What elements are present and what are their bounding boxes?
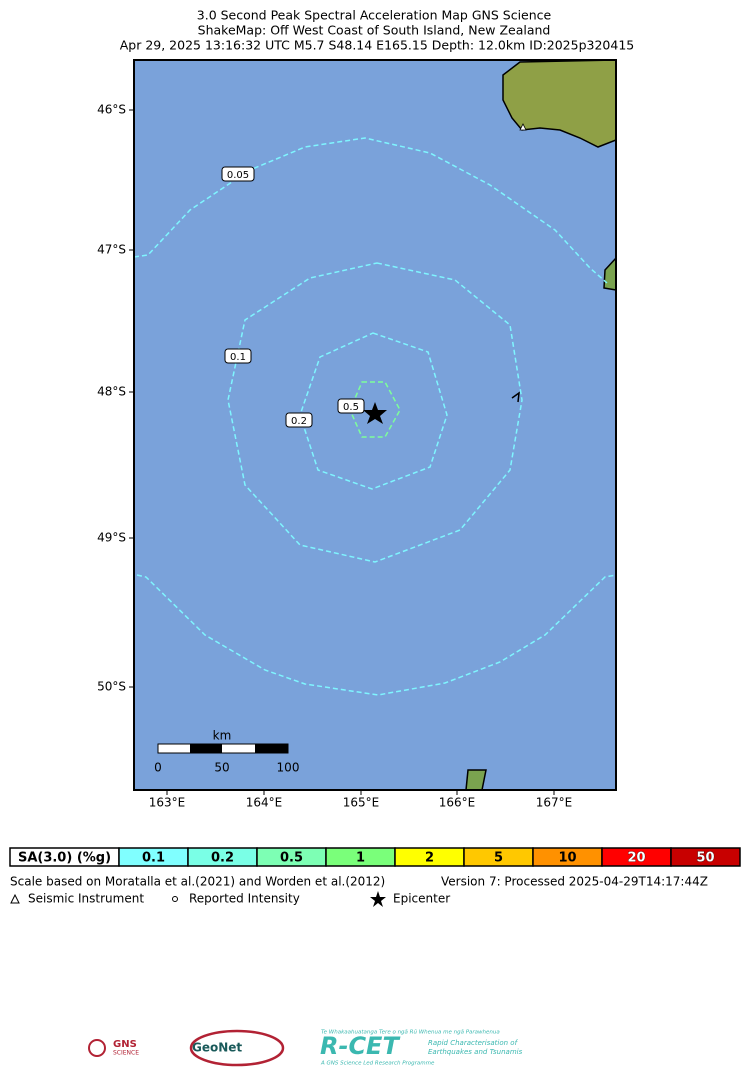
contour [227,262,523,563]
epicenter [363,402,387,424]
legend-label: 20 [627,851,645,866]
islet [511,391,520,403]
legend-label: 1 [356,851,365,866]
land [465,769,487,791]
logo-text: Rapid Characterisation of [428,1039,519,1047]
legend-title: SA(3.0) (%g) [18,851,111,866]
logo-mark [189,1029,285,1067]
frame [133,59,617,791]
legend-label: 5 [494,851,503,866]
legend-label: 0.2 [211,851,234,866]
contour-label: 0.2 [291,416,307,427]
contour-label-box [221,166,255,182]
lon-label: 163°E [149,796,186,810]
contour [133,137,608,284]
contour-label-box [285,412,313,428]
logo-text: Earthquakes and Tsunamis [428,1048,523,1056]
key-symbol [172,896,178,902]
lat-label: 47°S [97,243,126,257]
logo-text: GeoNet [192,1041,242,1055]
title-line: Apr 29, 2025 13:16:32 UTC M5.7 S48.14 E1… [120,38,635,53]
logo-text: SCIENCE [113,1050,139,1057]
contour-label: 0.5 [343,402,359,413]
ocean [134,60,616,790]
legend-label: 10 [558,851,576,866]
lat-label: 49°S [97,531,126,545]
legend-label: 2 [425,851,434,866]
legend-label: 0.1 [142,851,165,866]
logo-text: GNS [113,1039,137,1050]
key-label: Epicenter [393,892,450,906]
scale-unit: km [213,729,232,743]
key-label: Reported Intensity [189,892,300,906]
contour-label-box [337,398,365,414]
title-line: ShakeMap: Off West Coast of South Island… [198,23,551,38]
lon-label: 166°E [439,796,476,810]
logo-text: A GNS Science Led Research Programme [320,1061,435,1067]
logos: GNS SCIENCE GeoNet Te Whakaahuatanga Ter… [88,1029,523,1067]
contour [299,332,448,490]
instrument [519,123,527,131]
contour-label-box [224,348,252,364]
scale-bar [255,744,288,753]
map: 0.05 0.1 0.2 0.5 km 0 50 100 [133,59,617,791]
contour [136,574,617,696]
lon-label: 164°E [246,796,283,810]
title-line: 3.0 Second Peak Spectral Acceleration Ma… [197,8,552,23]
lon-label: 165°E [343,796,380,810]
lat-label: 46°S [97,103,126,117]
logo-mark [88,1039,106,1057]
lat-label: 48°S [97,385,126,399]
logo-text: Te Whakaahuatanga Tere o ngā Rū Whenua m… [321,1030,500,1036]
key-label: Seismic Instrument [28,892,144,906]
scale-bar [190,744,222,753]
legend-label: 50 [696,851,714,866]
logo-text: R-CET [320,1032,400,1060]
scale-label: 50 [214,761,229,775]
legend-swatch [670,847,741,867]
contour-label: 0.1 [230,352,246,363]
scale-label: 0 [154,761,162,775]
key-symbol [10,893,20,904]
note: Scale based on Moratalla et al.(2021) an… [10,875,385,889]
scale-label: 100 [277,761,300,775]
legend-label: 0.5 [280,851,303,866]
note: Version 7: Processed 2025-04-29T14:17:44… [441,875,708,889]
lon-label: 167°E [536,796,573,810]
key-symbol [370,891,386,907]
lat-label: 50°S [97,680,126,694]
contour-label: 0.05 [227,170,249,181]
